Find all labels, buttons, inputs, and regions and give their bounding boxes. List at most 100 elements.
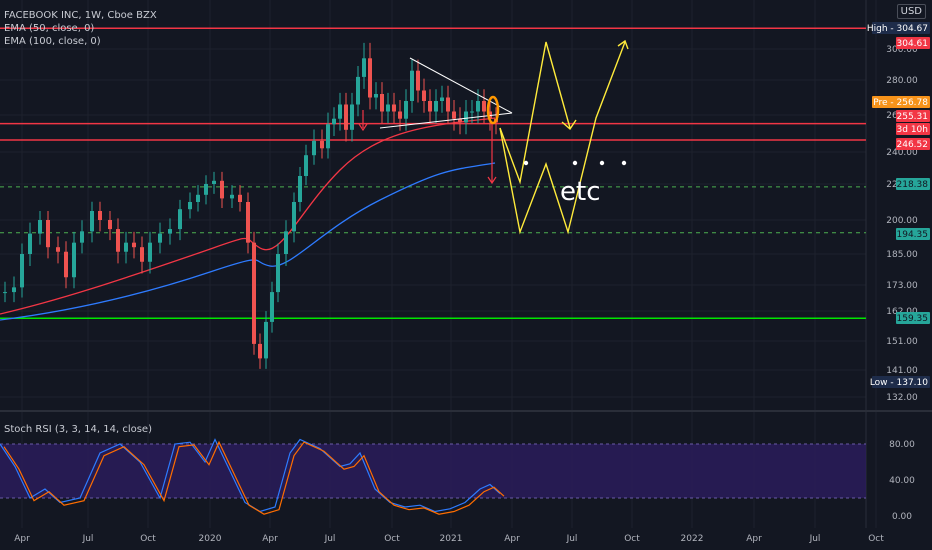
price-tag-bg	[896, 228, 930, 240]
candle-body	[304, 155, 308, 176]
candles	[3, 42, 498, 369]
triangle-upper	[409, 57, 513, 114]
candle-body	[46, 220, 50, 248]
candle-body	[298, 176, 302, 202]
candle-body	[56, 247, 60, 252]
price-tag-value: 3d 10h	[897, 125, 928, 135]
candle-body	[158, 233, 162, 243]
projection-arrowhead-1	[561, 119, 577, 131]
time-tick-label: Jul	[82, 534, 94, 544]
candle-body	[246, 202, 250, 243]
time-tick-label: 2021	[440, 534, 463, 544]
candle-body	[482, 101, 486, 112]
time-tick-label: Apr	[746, 534, 762, 544]
price-tag-bg	[872, 22, 930, 34]
candle-body	[470, 111, 474, 113]
red-arrowhead-2	[487, 176, 497, 185]
price-tag-bg	[896, 110, 930, 122]
candle-body	[178, 209, 182, 230]
currency-badge[interactable]: USD	[896, 4, 926, 19]
time-tick-label: Apr	[262, 534, 278, 544]
time-tick-label: Jul	[566, 534, 578, 544]
candle-body	[168, 229, 172, 234]
candle-body	[428, 101, 432, 112]
dot-marker	[572, 160, 578, 166]
price-tick-label: 200.00	[886, 216, 918, 226]
candle-body	[90, 211, 94, 232]
candle-body	[392, 104, 396, 112]
stoch-k-line	[0, 438, 501, 513]
time-tick-label: Apr	[14, 534, 30, 544]
candle-body	[80, 231, 84, 243]
ema50-legend[interactable]: EMA (50, close, 0)	[4, 23, 95, 34]
time-tick-label: Oct	[384, 534, 400, 544]
chart-title: FACEBOOK INC, 1W, Cboe BZX	[4, 10, 157, 21]
dot-marker	[599, 160, 605, 166]
dot-marker	[621, 160, 627, 166]
candle-body	[230, 194, 234, 199]
stoch-rsi-legend[interactable]: Stoch RSI (3, 3, 14, 14, close)	[4, 424, 152, 435]
candle-body	[220, 180, 224, 199]
time-tick-label: Apr	[504, 534, 520, 544]
ema50-line	[0, 117, 496, 315]
candle-body	[398, 111, 402, 119]
candle-body	[356, 76, 360, 105]
price-tag-value: High - 304.67	[867, 24, 928, 34]
candle-body	[270, 292, 274, 322]
candle-body	[344, 104, 348, 130]
price-tick-label: 280.00	[886, 76, 918, 86]
candle-body	[140, 247, 144, 262]
candle-body	[338, 104, 342, 119]
time-tick-label: Jul	[809, 534, 821, 544]
candle-body	[446, 97, 450, 112]
candle-body	[188, 202, 192, 210]
candle-body	[368, 58, 372, 98]
price-tick-label: 141.00	[886, 366, 918, 376]
candle-body	[276, 254, 280, 293]
projection-arrowhead-2	[617, 39, 629, 50]
drawings	[358, 39, 629, 235]
stoch-d-line	[3, 440, 505, 515]
candle-body	[458, 118, 462, 123]
candle-body	[362, 58, 366, 77]
candle-body	[132, 242, 136, 248]
candle-body	[292, 202, 296, 232]
price-tag-bg	[872, 96, 930, 108]
price-tag-value: 255.31	[897, 112, 929, 122]
candle-body	[204, 184, 208, 195]
triangle-lower	[379, 112, 513, 129]
candle-body	[440, 97, 444, 101]
time-tick-label: Oct	[868, 534, 884, 544]
candle-body	[12, 287, 16, 293]
candle-body	[320, 140, 324, 149]
candle-body	[148, 242, 152, 262]
time-axis: Apr Jul Oct 2020 Apr Jul Oct 2021 Apr Jul Oct 2022 A…	[14, 534, 884, 544]
candle-body	[258, 343, 262, 359]
price-tag-bg	[896, 37, 930, 49]
candle-body	[38, 220, 42, 234]
price-tag-bg	[872, 376, 930, 388]
projection-path-1	[499, 41, 571, 185]
candle-body	[252, 242, 256, 344]
candle-body	[196, 194, 200, 202]
price-tag-bg	[896, 123, 930, 135]
projection-path-2	[499, 41, 626, 235]
price-tick-label: 132.00	[886, 393, 918, 403]
candle-body	[3, 292, 7, 294]
breakout-ellipse	[486, 95, 500, 125]
candle-body	[108, 220, 112, 230]
candle-body	[212, 180, 216, 184]
candle-body	[350, 104, 354, 130]
candle-body	[20, 254, 24, 288]
candle-body	[284, 231, 288, 254]
time-tick-label: Oct	[624, 534, 640, 544]
time-tick-label: Jul	[324, 534, 336, 544]
annotation-etc: etc	[560, 177, 601, 207]
candle-body	[380, 94, 384, 112]
ema100-legend[interactable]: EMA (100, close, 0)	[4, 36, 101, 47]
candle-body	[386, 104, 390, 112]
price-tag-value: 304.61	[897, 39, 929, 49]
candle-body	[116, 229, 120, 252]
candle-body	[434, 101, 438, 112]
